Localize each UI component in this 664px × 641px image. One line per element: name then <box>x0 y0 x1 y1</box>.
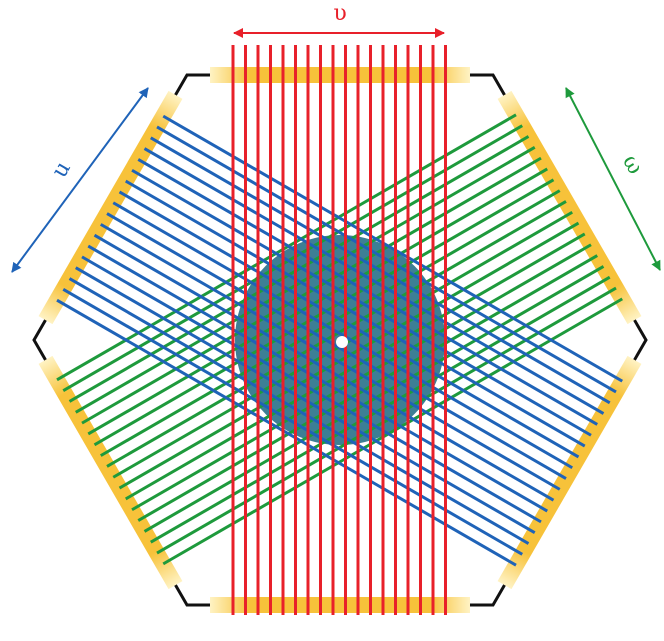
ray <box>93 233 555 502</box>
ray <box>75 146 536 414</box>
ray <box>68 277 530 545</box>
detector-bar <box>210 67 470 83</box>
bar-pair <box>210 67 470 613</box>
ray <box>75 266 536 534</box>
ray <box>125 179 586 448</box>
arrow-omega <box>565 87 661 271</box>
hexagon <box>32 73 648 607</box>
ray <box>118 190 580 459</box>
center-hole <box>336 336 348 348</box>
ray <box>125 232 586 501</box>
ray <box>100 189 561 457</box>
ray <box>106 212 567 480</box>
ray <box>93 178 555 447</box>
ray <box>100 223 561 491</box>
arrow-label: u <box>47 157 76 182</box>
projection-lines <box>56 45 623 615</box>
arrow-label: ω <box>617 151 648 179</box>
ray <box>162 114 623 383</box>
ray <box>81 156 542 425</box>
ray <box>68 135 530 403</box>
ray <box>118 221 580 490</box>
ray <box>162 297 623 566</box>
ray <box>131 168 592 437</box>
line-set <box>56 114 623 567</box>
ray <box>131 243 592 512</box>
ray <box>81 255 542 524</box>
detector-bar <box>210 597 470 613</box>
line-set <box>231 45 447 615</box>
ray <box>150 136 611 405</box>
ray <box>112 201 573 470</box>
arrow-label: υ <box>333 1 346 26</box>
ray <box>87 167 548 436</box>
ray <box>87 244 548 513</box>
ray <box>137 158 598 426</box>
ray <box>106 200 567 468</box>
ray <box>56 113 517 382</box>
arrow-u <box>11 87 149 273</box>
ray <box>150 275 611 544</box>
ray <box>143 147 605 415</box>
ray <box>137 254 598 522</box>
ray <box>56 298 517 567</box>
ray <box>143 265 605 533</box>
